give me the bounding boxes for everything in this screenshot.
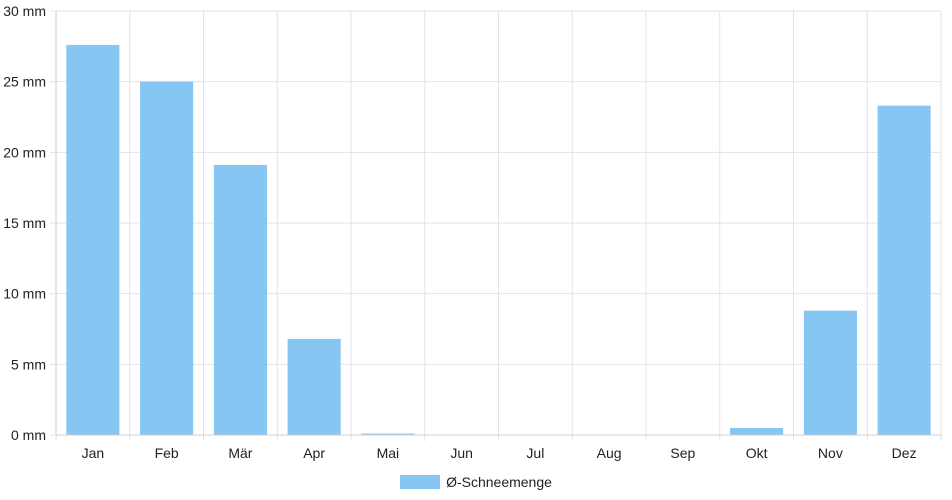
x-tick-label: Apr	[303, 445, 325, 461]
y-tick-label: 15 mm	[3, 215, 46, 231]
x-tick-label: Aug	[597, 445, 622, 461]
x-tick-label: Mai	[377, 445, 400, 461]
y-tick-label: 30 mm	[3, 3, 46, 19]
bar	[803, 310, 857, 435]
chart-plot: 0 mm 5 mm 10 mm 15 mm 20 mm 25 mm 30 mm Jan Feb M…	[3, 3, 942, 461]
bar	[66, 44, 120, 436]
y-tick-label: 0 mm	[11, 427, 46, 443]
x-tick-label: Nov	[818, 445, 843, 461]
legend[interactable]: Ø-Schneemenge	[0, 472, 952, 492]
bar	[730, 427, 784, 435]
bar	[213, 165, 267, 435]
x-tick-label: Jun	[450, 445, 473, 461]
legend-label: Ø-Schneemenge	[446, 474, 552, 490]
y-tick-label: 25 mm	[3, 74, 46, 90]
bar	[877, 105, 931, 436]
x-tick-label: Dez	[892, 445, 917, 461]
bar	[361, 433, 415, 435]
bar	[287, 338, 341, 435]
x-tick-label: Jan	[82, 445, 105, 461]
y-tick-label: 5 mm	[11, 356, 46, 372]
x-tick-label: Jul	[526, 445, 544, 461]
x-tick-label: Mär	[228, 445, 252, 461]
y-tick-label: 20 mm	[3, 144, 46, 160]
y-tick-label: 10 mm	[3, 286, 46, 302]
legend-swatch	[400, 475, 441, 489]
bar	[140, 81, 194, 436]
x-tick-label: Okt	[746, 445, 768, 461]
x-tick-label: Sep	[670, 445, 695, 461]
x-tick-label: Feb	[155, 445, 179, 461]
